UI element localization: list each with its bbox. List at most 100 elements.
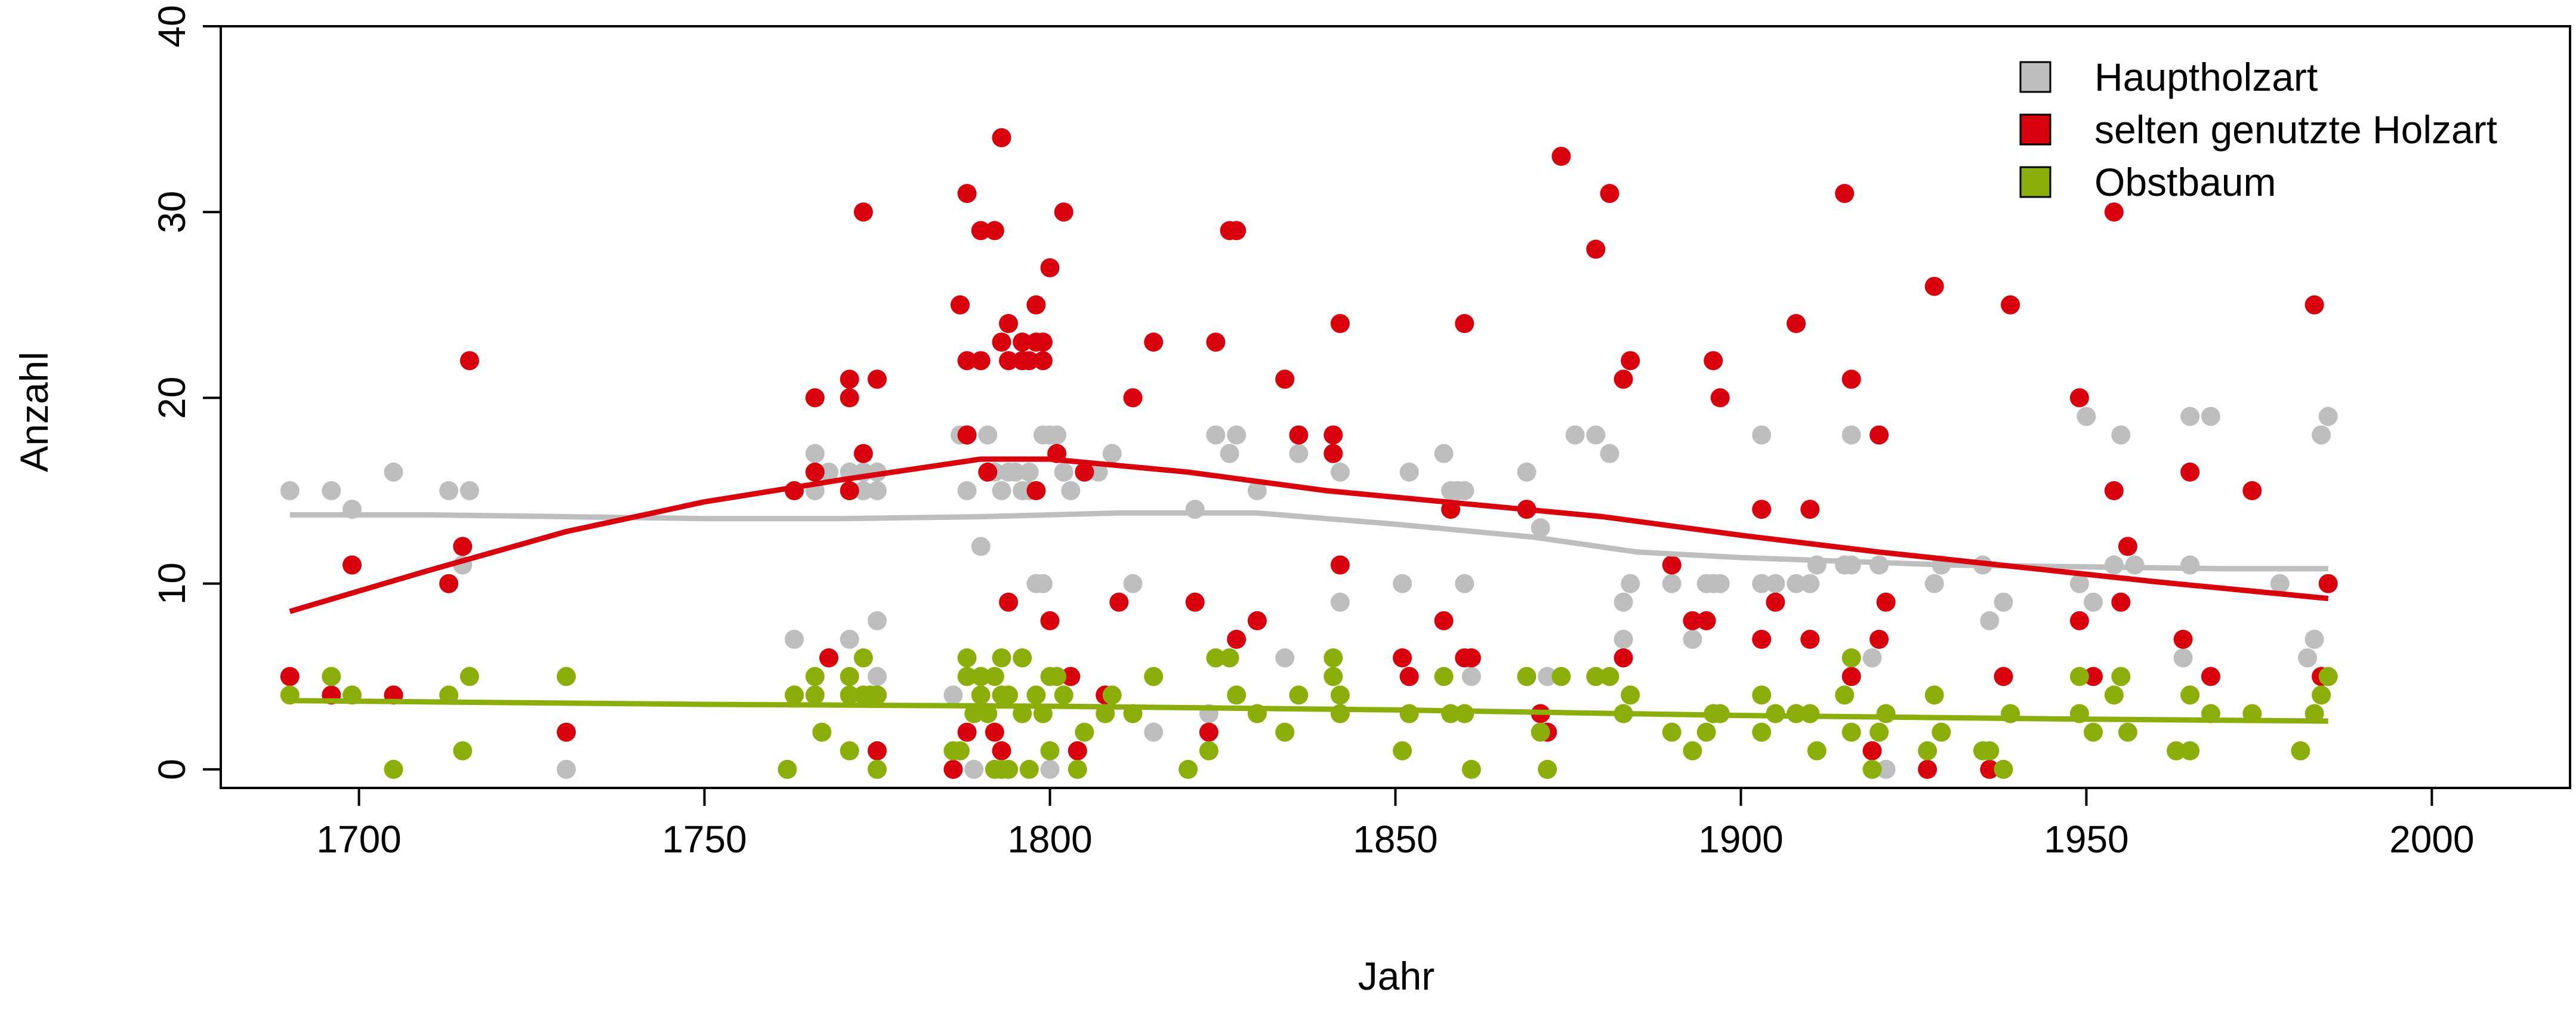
point-s2-103: [2084, 722, 2103, 742]
point-s1-101: [1876, 592, 1896, 612]
point-s1-99: [1869, 425, 1889, 445]
point-s1-54: [1144, 332, 1164, 352]
point-s1-85: [1683, 611, 1702, 630]
point-s0-107: [2270, 574, 2290, 593]
point-s2-72: [1551, 667, 1571, 686]
point-s1-35: [999, 592, 1019, 612]
point-s1-14: [840, 481, 859, 500]
point-s0-96: [1994, 592, 2013, 612]
point-s1-47: [1054, 202, 1073, 222]
point-s1-100: [1869, 630, 1889, 649]
points-layer: [280, 128, 2338, 779]
point-s1-118: [2304, 295, 2324, 315]
point-s1-79: [1586, 239, 1606, 259]
y-axis-title: Anzahl: [12, 352, 56, 472]
point-s0-21: [943, 685, 963, 705]
point-s0-57: [1330, 592, 1350, 612]
point-s1-62: [1275, 369, 1295, 389]
x-tick-label-1800: 1800: [1007, 818, 1092, 861]
point-s1-111: [2104, 481, 2124, 500]
point-s1-31: [992, 332, 1011, 352]
y-tick-label-30: 30: [150, 191, 193, 233]
point-s0-19: [868, 611, 887, 630]
point-s0-1: [322, 481, 341, 500]
point-s0-52: [1227, 425, 1247, 445]
point-s1-94: [1800, 630, 1820, 649]
point-s0-66: [1517, 462, 1537, 482]
point-s1-110: [2104, 202, 2124, 222]
point-s2-90: [1841, 722, 1861, 742]
point-s0-50: [1206, 425, 1226, 445]
point-s0-65: [1461, 667, 1481, 686]
point-s1-17: [868, 369, 887, 389]
point-s1-28: [985, 221, 1004, 241]
point-s1-112: [2111, 592, 2131, 612]
point-s2-24: [957, 667, 977, 686]
point-s1-26: [971, 351, 991, 371]
point-s0-16: [853, 481, 873, 500]
point-s0-87: [1841, 425, 1861, 445]
trend-layer: [289, 456, 2329, 724]
point-s1-29: [985, 722, 1004, 742]
point-s0-63: [1455, 481, 1474, 500]
legend-swatch-2: [2019, 166, 2051, 198]
point-s2-57: [1275, 722, 1295, 742]
point-s2-98: [1980, 741, 2000, 760]
point-s0-47: [1144, 722, 1164, 742]
point-s0-110: [2312, 425, 2331, 445]
point-s1-67: [1330, 555, 1350, 575]
point-s0-51: [1220, 444, 1239, 463]
point-s0-95: [1980, 611, 2000, 630]
point-s2-83: [1752, 722, 1772, 742]
point-s0-69: [1565, 425, 1585, 445]
point-s0-45: [1102, 444, 1122, 463]
point-s2-107: [2167, 741, 2186, 760]
point-s0-81: [1752, 574, 1772, 593]
point-s1-18: [868, 741, 887, 760]
point-s1-107: [2069, 388, 2089, 408]
y-tick-label-40: 40: [150, 5, 193, 47]
point-s0-12: [819, 462, 838, 482]
point-s1-53: [1123, 388, 1143, 408]
point-s0-108: [2298, 648, 2317, 668]
point-s1-86: [1696, 611, 1716, 630]
point-s1-40: [1026, 481, 1046, 500]
point-s1-87: [1704, 351, 1723, 371]
point-s2-22: [951, 741, 970, 760]
point-s1-52: [1109, 592, 1129, 612]
point-s2-64: [1399, 704, 1419, 723]
point-s0-4: [439, 481, 459, 500]
point-s1-97: [1841, 667, 1861, 686]
point-s2-60: [1324, 667, 1343, 686]
point-s2-68: [1461, 759, 1481, 779]
point-s1-23: [957, 425, 977, 445]
point-s1-90: [1752, 630, 1772, 649]
point-s1-72: [1455, 314, 1474, 333]
point-s2-58: [1289, 685, 1309, 705]
point-s2-114: [2312, 685, 2331, 705]
point-s1-33: [999, 314, 1019, 333]
point-s1-15: [853, 202, 873, 222]
point-s1-22: [957, 351, 977, 371]
point-s1-27: [978, 462, 998, 482]
point-s2-28: [978, 704, 998, 723]
point-s2-55: [1227, 685, 1247, 705]
point-s2-76: [1621, 685, 1640, 705]
point-s2-115: [2318, 667, 2338, 686]
point-s1-20: [951, 295, 970, 315]
point-s2-3: [384, 759, 403, 779]
point-s1-68: [1393, 648, 1412, 668]
point-s0-18: [868, 481, 887, 500]
point-s1-45: [1040, 611, 1060, 630]
point-s0-60: [1434, 444, 1454, 463]
y-tick-label-20: 20: [150, 377, 193, 419]
point-s2-54: [1220, 648, 1239, 668]
point-s2-69: [1517, 667, 1537, 686]
point-s1-56: [1199, 722, 1218, 742]
point-s1-116: [2201, 667, 2220, 686]
point-s2-38: [1019, 759, 1039, 779]
point-s1-64: [1324, 444, 1343, 463]
point-s0-39: [1040, 759, 1060, 779]
point-s2-94: [1918, 741, 1938, 760]
